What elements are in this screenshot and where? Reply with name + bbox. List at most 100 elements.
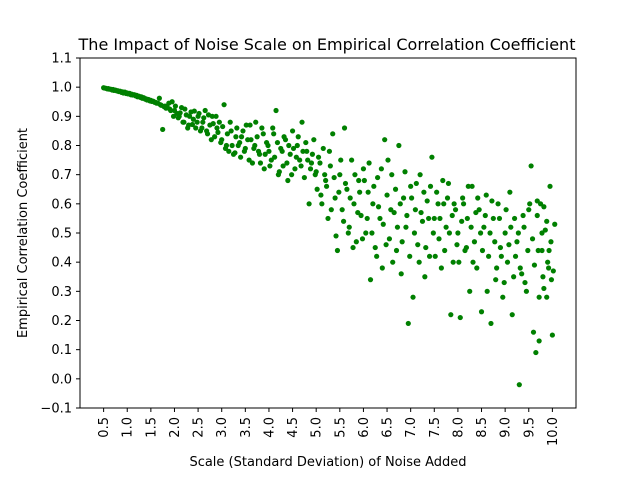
data-point [200, 119, 206, 125]
data-point [398, 271, 404, 277]
data-point [467, 288, 473, 294]
y-tick-label: 0.1 [51, 343, 72, 358]
data-point [479, 247, 486, 254]
data-point [241, 148, 247, 154]
data-point [383, 242, 389, 248]
data-point [382, 137, 388, 143]
data-point [492, 239, 498, 245]
y-tick-label: 0.9 [51, 110, 72, 125]
data-point [284, 160, 290, 166]
data-point [330, 131, 336, 137]
data-point [228, 128, 234, 134]
data-point [519, 271, 525, 277]
data-point [509, 312, 515, 318]
data-point [222, 145, 229, 152]
data-point [413, 180, 419, 187]
x-tick-label: 2.5 [192, 417, 207, 438]
data-point [342, 180, 349, 187]
data-point [407, 253, 413, 259]
data-point [502, 230, 508, 236]
data-point [535, 247, 541, 254]
data-point [327, 163, 333, 169]
data-point [512, 253, 519, 259]
data-point [517, 265, 523, 271]
data-point [338, 157, 344, 163]
data-point [440, 177, 446, 184]
data-point [356, 177, 362, 184]
data-point [352, 172, 358, 178]
data-point [213, 113, 219, 119]
x-tick-label: 4.5 [286, 417, 301, 438]
data-point [315, 154, 322, 160]
data-point [507, 189, 513, 195]
data-point [384, 192, 390, 198]
data-point [266, 148, 272, 154]
data-point [422, 274, 428, 280]
y-tick-label: 0.2 [51, 314, 72, 329]
data-point [355, 209, 361, 216]
data-point [276, 169, 282, 175]
data-point [280, 163, 286, 169]
data-point [204, 128, 210, 134]
data-point [546, 265, 552, 271]
data-point [287, 151, 293, 157]
data-point [426, 253, 433, 259]
data-point [418, 209, 424, 216]
data-point [409, 195, 415, 201]
data-point [529, 236, 536, 242]
data-point [515, 230, 521, 236]
data-point [305, 157, 311, 163]
data-point [393, 247, 400, 254]
data-point [463, 244, 470, 251]
data-point [489, 198, 495, 204]
data-point [449, 212, 455, 219]
data-point [400, 195, 407, 201]
data-point [448, 312, 454, 318]
data-point [299, 119, 305, 125]
data-point [548, 239, 554, 245]
data-point [377, 215, 383, 222]
data-point [497, 244, 504, 251]
data-point [353, 239, 359, 245]
data-point [470, 259, 476, 265]
data-point [392, 186, 399, 192]
data-point [389, 172, 395, 178]
data-point [436, 236, 442, 242]
x-tick-label: 1.5 [144, 417, 159, 438]
data-point [345, 230, 351, 236]
data-point [465, 183, 471, 189]
data-point [546, 247, 552, 254]
data-point [160, 126, 166, 133]
data-point [379, 265, 385, 271]
data-point [531, 262, 538, 268]
data-point [175, 115, 181, 121]
data-point [332, 195, 338, 201]
data-point [193, 125, 199, 131]
data-point [153, 100, 160, 106]
data-point [371, 183, 377, 189]
data-point [397, 201, 403, 207]
data-point [474, 265, 480, 271]
x-tick-label: 10.0 [546, 417, 561, 446]
data-point [530, 329, 537, 335]
data-point [478, 309, 485, 315]
data-point [539, 230, 545, 236]
x-tick-label: 9.0 [499, 417, 514, 438]
data-point [435, 201, 441, 207]
data-point [170, 113, 177, 119]
data-point [488, 320, 494, 327]
data-point [486, 253, 492, 259]
data-point [326, 148, 333, 154]
x-tick-label: 7.0 [404, 417, 419, 438]
data-point [429, 154, 435, 160]
y-tick-label: 0.4 [51, 256, 72, 271]
data-point [357, 189, 363, 195]
data-point [340, 218, 347, 224]
data-point [547, 183, 553, 189]
data-point [361, 177, 367, 184]
data-point [347, 195, 353, 201]
data-point [544, 218, 550, 224]
y-tick-label: 0.8 [51, 139, 72, 154]
data-point [426, 215, 432, 222]
data-point [385, 157, 391, 163]
